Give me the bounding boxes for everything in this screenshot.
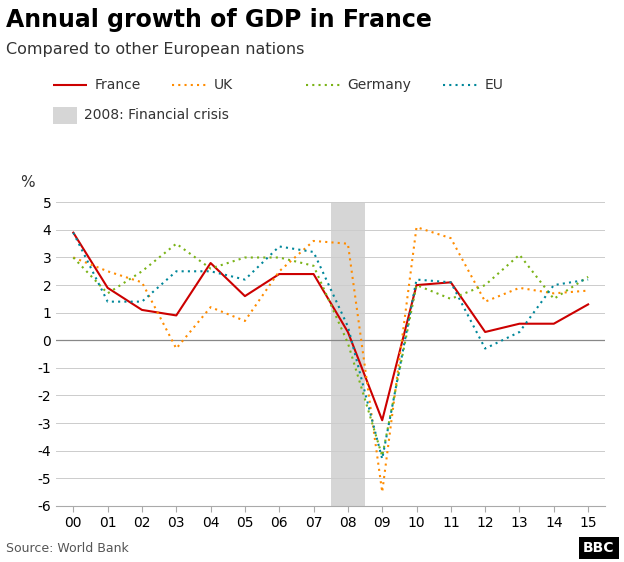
- Text: Compared to other European nations: Compared to other European nations: [6, 42, 305, 57]
- Text: Source: World Bank: Source: World Bank: [6, 542, 129, 555]
- Bar: [331, 202, 365, 506]
- Text: UK: UK: [213, 79, 233, 92]
- Text: BBC: BBC: [583, 541, 615, 555]
- Text: France: France: [95, 79, 141, 92]
- Text: Annual growth of GDP in France: Annual growth of GDP in France: [6, 8, 432, 33]
- Text: EU: EU: [485, 79, 504, 92]
- Text: %: %: [21, 175, 35, 190]
- Text: Germany: Germany: [348, 79, 411, 92]
- Text: 2008: Financial crisis: 2008: Financial crisis: [84, 108, 229, 122]
